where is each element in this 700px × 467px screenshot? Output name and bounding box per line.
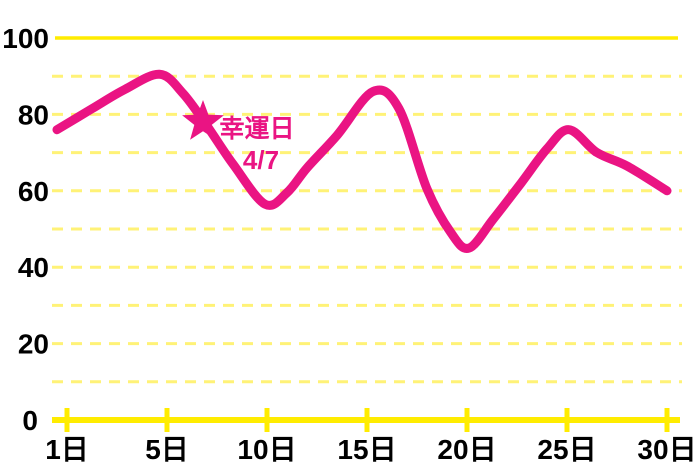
y-axis-label: 20 xyxy=(18,329,49,360)
y-axis-labels: 100 80 60 40 20 0 xyxy=(2,23,49,436)
lucky-day-date: 4/7 xyxy=(243,145,279,175)
x-axis-label: 20日 xyxy=(437,434,496,465)
x-axis-label: 30日 xyxy=(637,434,696,465)
x-axis-label: 25日 xyxy=(537,434,596,465)
x-axis-label: 15日 xyxy=(337,434,396,465)
x-axis-label: 10日 xyxy=(237,434,296,465)
y-axis-label: 0 xyxy=(22,405,38,436)
lucky-day-star-icon xyxy=(182,100,224,140)
x-axis-labels: 1日 5日 10日 15日 20日 25日 30日 xyxy=(45,434,696,465)
y-axis-label: 60 xyxy=(18,176,49,207)
y-axis-label: 80 xyxy=(18,99,49,130)
y-axis-label: 100 xyxy=(2,23,49,54)
series xyxy=(52,69,672,253)
x-axis-label: 1日 xyxy=(45,434,89,465)
gridlines xyxy=(52,74,682,384)
y-axis-label: 40 xyxy=(18,252,49,283)
axes xyxy=(52,36,680,432)
lucky-day-label: 幸運日 xyxy=(219,115,294,143)
luck-curve xyxy=(52,69,672,253)
x-axis-label: 5日 xyxy=(145,434,189,465)
